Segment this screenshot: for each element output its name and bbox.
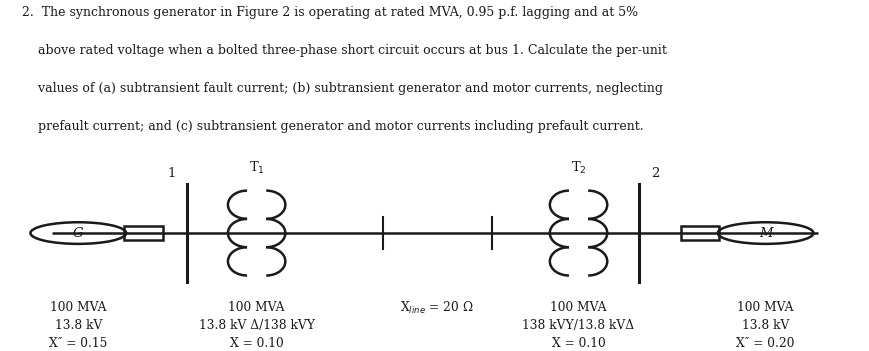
Text: 100 MVA: 100 MVA: [229, 301, 284, 314]
Text: 13.8 kV Δ/138 kVY: 13.8 kV Δ/138 kVY: [198, 319, 315, 332]
Text: G: G: [73, 226, 83, 240]
Text: values of (a) subtransient fault current; (b) subtransient generator and motor c: values of (a) subtransient fault current…: [22, 82, 662, 95]
Text: above rated voltage when a bolted three-phase short circuit occurs at bus 1. Cal: above rated voltage when a bolted three-…: [22, 44, 666, 58]
Text: X″ = 0.20: X″ = 0.20: [735, 337, 794, 350]
Bar: [680, 226, 719, 240]
Text: 138 kVY/13.8 kVΔ: 138 kVY/13.8 kVΔ: [522, 319, 634, 332]
Text: 100 MVA: 100 MVA: [550, 301, 606, 314]
Text: X″ = 0.15: X″ = 0.15: [49, 337, 108, 350]
Text: X$_{line}$ = 20 Ω: X$_{line}$ = 20 Ω: [400, 300, 474, 316]
Text: 2: 2: [650, 167, 659, 180]
Bar: [124, 226, 163, 240]
Text: 1: 1: [167, 167, 176, 180]
Text: X = 0.10: X = 0.10: [551, 337, 605, 350]
Text: X = 0.10: X = 0.10: [229, 337, 283, 350]
Text: M: M: [758, 226, 772, 240]
Text: 13.8 kV: 13.8 kV: [741, 319, 788, 332]
Text: 100 MVA: 100 MVA: [737, 301, 793, 314]
Text: 13.8 kV: 13.8 kV: [55, 319, 102, 332]
Text: T$_1$: T$_1$: [249, 160, 264, 176]
Text: 2.  The synchronous generator in Figure 2 is operating at rated MVA, 0.95 p.f. l: 2. The synchronous generator in Figure 2…: [22, 6, 637, 19]
Text: T$_2$: T$_2$: [570, 160, 586, 176]
Text: prefault current; and (c) subtransient generator and motor currents including pr: prefault current; and (c) subtransient g…: [22, 120, 643, 133]
Text: 100 MVA: 100 MVA: [50, 301, 106, 314]
